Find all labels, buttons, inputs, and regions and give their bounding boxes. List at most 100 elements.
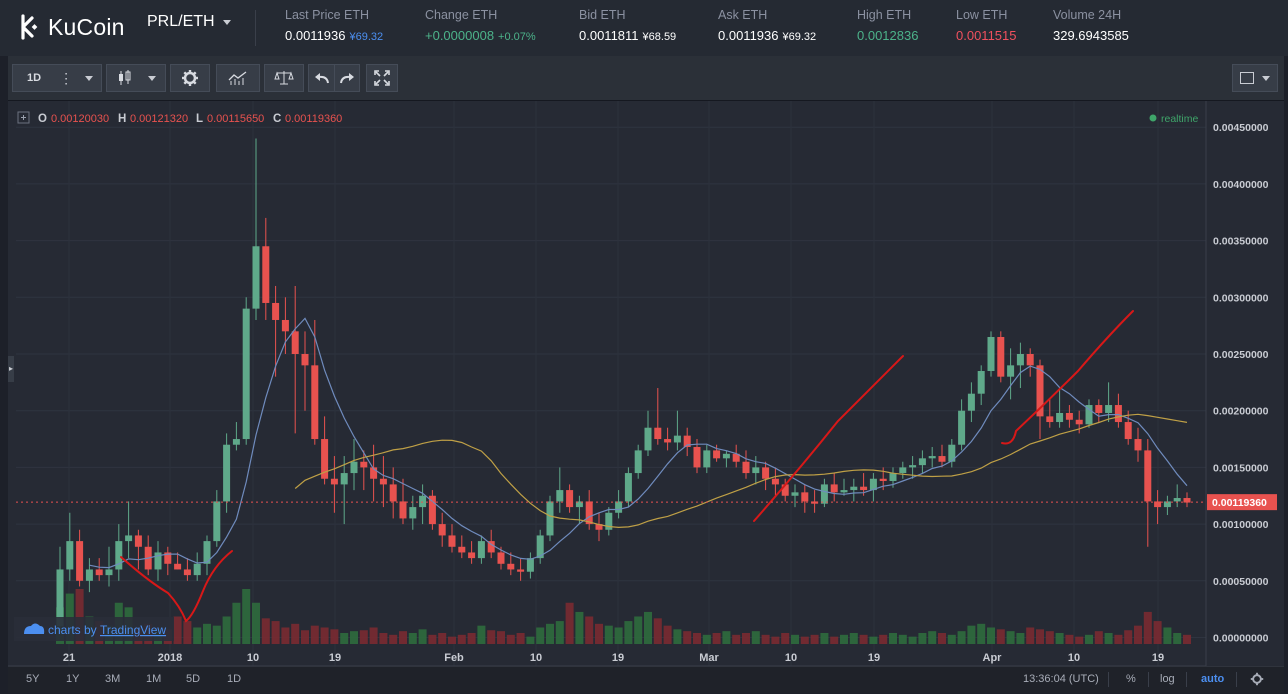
attribution-prefix: charts by	[48, 623, 97, 637]
indicators-icon	[228, 71, 247, 85]
fullscreen-icon	[374, 70, 390, 86]
time-tick-label: 2018	[158, 652, 182, 664]
candle-body	[203, 541, 211, 564]
volume-bar	[555, 621, 564, 644]
volume-bar	[399, 631, 407, 644]
tradingview-attribution[interactable]: charts by TradingView	[14, 617, 174, 641]
candle-body	[497, 552, 505, 564]
volume-bar	[428, 634, 437, 644]
stat-label: Bid ETH	[579, 8, 626, 22]
range-1m[interactable]: 1M	[146, 673, 162, 685]
volume-bar	[889, 633, 897, 644]
volume-bar	[281, 627, 290, 644]
undo-button[interactable]	[308, 64, 334, 92]
candle-body	[468, 552, 476, 559]
pair-selector[interactable]: PRL/ETH	[147, 13, 231, 31]
candle-body	[683, 435, 691, 447]
candle-body	[448, 535, 456, 547]
plot-area[interactable]: 0.00450000 0.00400000 0.00350000 0.00300000…	[8, 101, 1284, 692]
volume-bar	[1134, 625, 1142, 644]
indicators-button[interactable]	[216, 64, 260, 92]
volume-bar	[1143, 611, 1152, 644]
volume-bar	[252, 602, 260, 644]
volume-bar	[575, 611, 584, 644]
volume-bar	[898, 634, 907, 644]
range-1y[interactable]: 1Y	[66, 673, 80, 685]
range-1d[interactable]: 1D	[227, 673, 242, 685]
price-tick-label: 0.00450000	[1213, 122, 1269, 134]
volume-bar	[506, 634, 515, 644]
layout-button[interactable]	[1232, 64, 1278, 92]
price-tick-label: 0.00000000	[1213, 633, 1269, 645]
redo-button[interactable]	[334, 64, 360, 92]
candle-body	[977, 371, 985, 394]
high-label: H	[118, 113, 126, 125]
auto-toggle[interactable]: auto	[1201, 673, 1225, 685]
price-chart[interactable]: 0.00450000 0.00400000 0.00350000 0.00300000…	[8, 101, 1284, 667]
range-3m[interactable]: 3M	[105, 673, 121, 685]
candle-body	[85, 569, 93, 581]
candle-body	[1046, 416, 1054, 423]
stat-label: Last Price ETH	[285, 8, 370, 22]
grid	[16, 101, 1206, 666]
candle-body	[66, 541, 74, 570]
candles	[56, 138, 1191, 632]
ma-short-line	[89, 317, 1188, 569]
log-toggle[interactable]: log	[1160, 673, 1175, 685]
candle-body	[507, 563, 515, 570]
settings-button[interactable]	[170, 64, 210, 92]
candle-body	[938, 456, 946, 462]
candle-body	[1154, 501, 1162, 508]
candle-body	[164, 552, 172, 564]
gear-icon[interactable]	[1250, 672, 1264, 686]
candle-body	[575, 501, 583, 508]
volume-bar	[75, 589, 84, 644]
time-tick-label: 10	[247, 652, 259, 664]
candle-body	[840, 490, 848, 493]
interval-button[interactable]: 1D ⋮	[12, 64, 102, 92]
volume-bar	[1006, 631, 1015, 644]
volume-bar	[467, 633, 476, 644]
chevron-down-icon	[222, 19, 231, 25]
candle-body	[1007, 365, 1015, 377]
volume-bar	[183, 621, 192, 644]
compare-button[interactable]	[264, 64, 304, 92]
candle-body	[997, 336, 1005, 377]
volume-bar	[996, 629, 1005, 644]
sidebar-toggle[interactable]: ▸	[8, 356, 14, 382]
volume-bar	[1153, 621, 1162, 644]
candle-body	[56, 569, 64, 627]
volume-bar	[1026, 627, 1035, 644]
candle-body	[556, 490, 564, 502]
stat-value: 0.0011515	[956, 28, 1017, 43]
stat-label: Change ETH	[425, 8, 498, 22]
candle-body	[1114, 405, 1122, 423]
fullscreen-button[interactable]	[366, 64, 398, 92]
candle-body	[624, 473, 632, 502]
range-5y[interactable]: 5Y	[26, 673, 40, 685]
candle-body	[1183, 498, 1191, 503]
volume-bar	[771, 636, 780, 644]
candle-body	[1095, 405, 1103, 413]
candle-body	[811, 501, 819, 504]
kucoin-logo[interactable]: KuCoin	[14, 12, 125, 42]
candle-body	[1085, 405, 1093, 425]
volume-bar	[350, 631, 358, 644]
utc-clock: 13:36:04 (UTC)	[1023, 673, 1099, 685]
candle-body	[634, 450, 642, 474]
percent-toggle[interactable]: %	[1126, 673, 1136, 685]
candle-body	[909, 465, 917, 468]
moving-averages	[89, 317, 1188, 569]
candle-body	[272, 302, 280, 320]
stat-ask: Ask ETH 0.0011936 ¥69.32	[718, 8, 816, 43]
tradingview-link: TradingView	[100, 623, 166, 637]
candle-body	[781, 484, 789, 496]
candle-body	[487, 541, 495, 553]
chart-type-button[interactable]	[106, 64, 166, 92]
candle-body	[1144, 450, 1152, 502]
candle-body	[232, 439, 240, 445]
volume-bar	[879, 634, 888, 644]
range-5d[interactable]: 5D	[186, 673, 201, 685]
market-header: KuCoin PRL/ETH Last Price ETH 0.0011936 ¥…	[0, 0, 1288, 56]
expand-legend-icon[interactable]	[17, 111, 30, 124]
